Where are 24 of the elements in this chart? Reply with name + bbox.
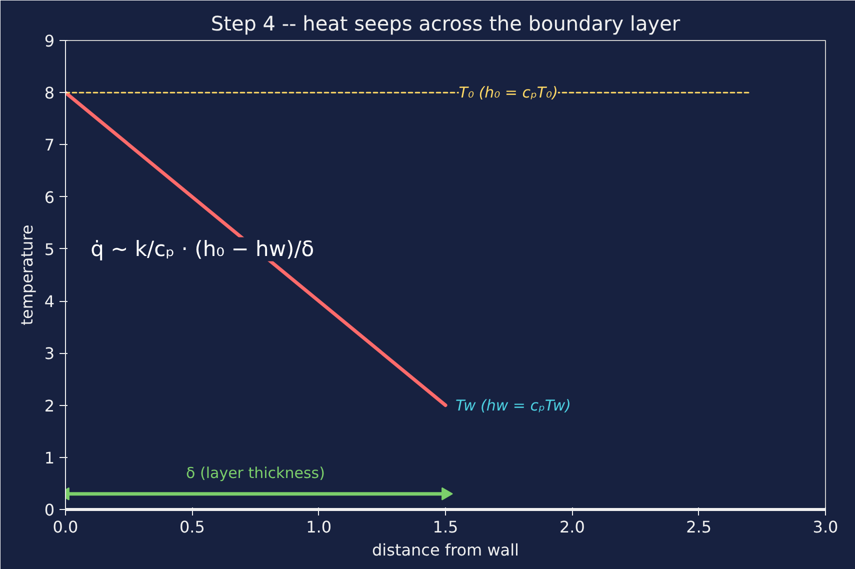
x-axis-title: distance from wall	[372, 540, 519, 560]
series-label: δ (layer thickness)	[186, 464, 325, 482]
chart-title: Step 4 -- heat seeps across the boundary layer	[210, 12, 681, 36]
y-tick-label: 6	[44, 188, 55, 207]
y-tick-label: 0	[44, 500, 55, 520]
x-tick-label: 2.0	[559, 518, 585, 536]
y-tick-label: 8	[44, 84, 55, 103]
series-label: Tw (hw = cₚTw)	[456, 396, 571, 414]
y-tick-label: 3	[44, 344, 55, 364]
series-label: T₀ (h₀ = cₚT₀)	[458, 84, 558, 102]
annotation: q̇ ~ k/cₚ · (h₀ − hw)/δ	[90, 237, 314, 262]
x-tick-label: 1.0	[306, 518, 332, 536]
y-tick-label: 2	[44, 396, 55, 416]
x-tick-label: 0.5	[179, 518, 205, 536]
y-tick-label: 5	[44, 240, 55, 259]
y-tick-label: 1	[44, 448, 55, 468]
x-tick-label: 1.5	[432, 518, 458, 536]
x-tick-label: 2.5	[686, 518, 712, 536]
y-tick-label: 7	[44, 136, 55, 155]
y-axis-title: temperature	[17, 224, 36, 326]
x-tick-label: 3.0	[812, 518, 838, 536]
y-tick-label: 4	[44, 292, 55, 312]
y-tick-label: 9	[44, 32, 55, 50]
x-tick-label: 0.0	[52, 518, 78, 536]
